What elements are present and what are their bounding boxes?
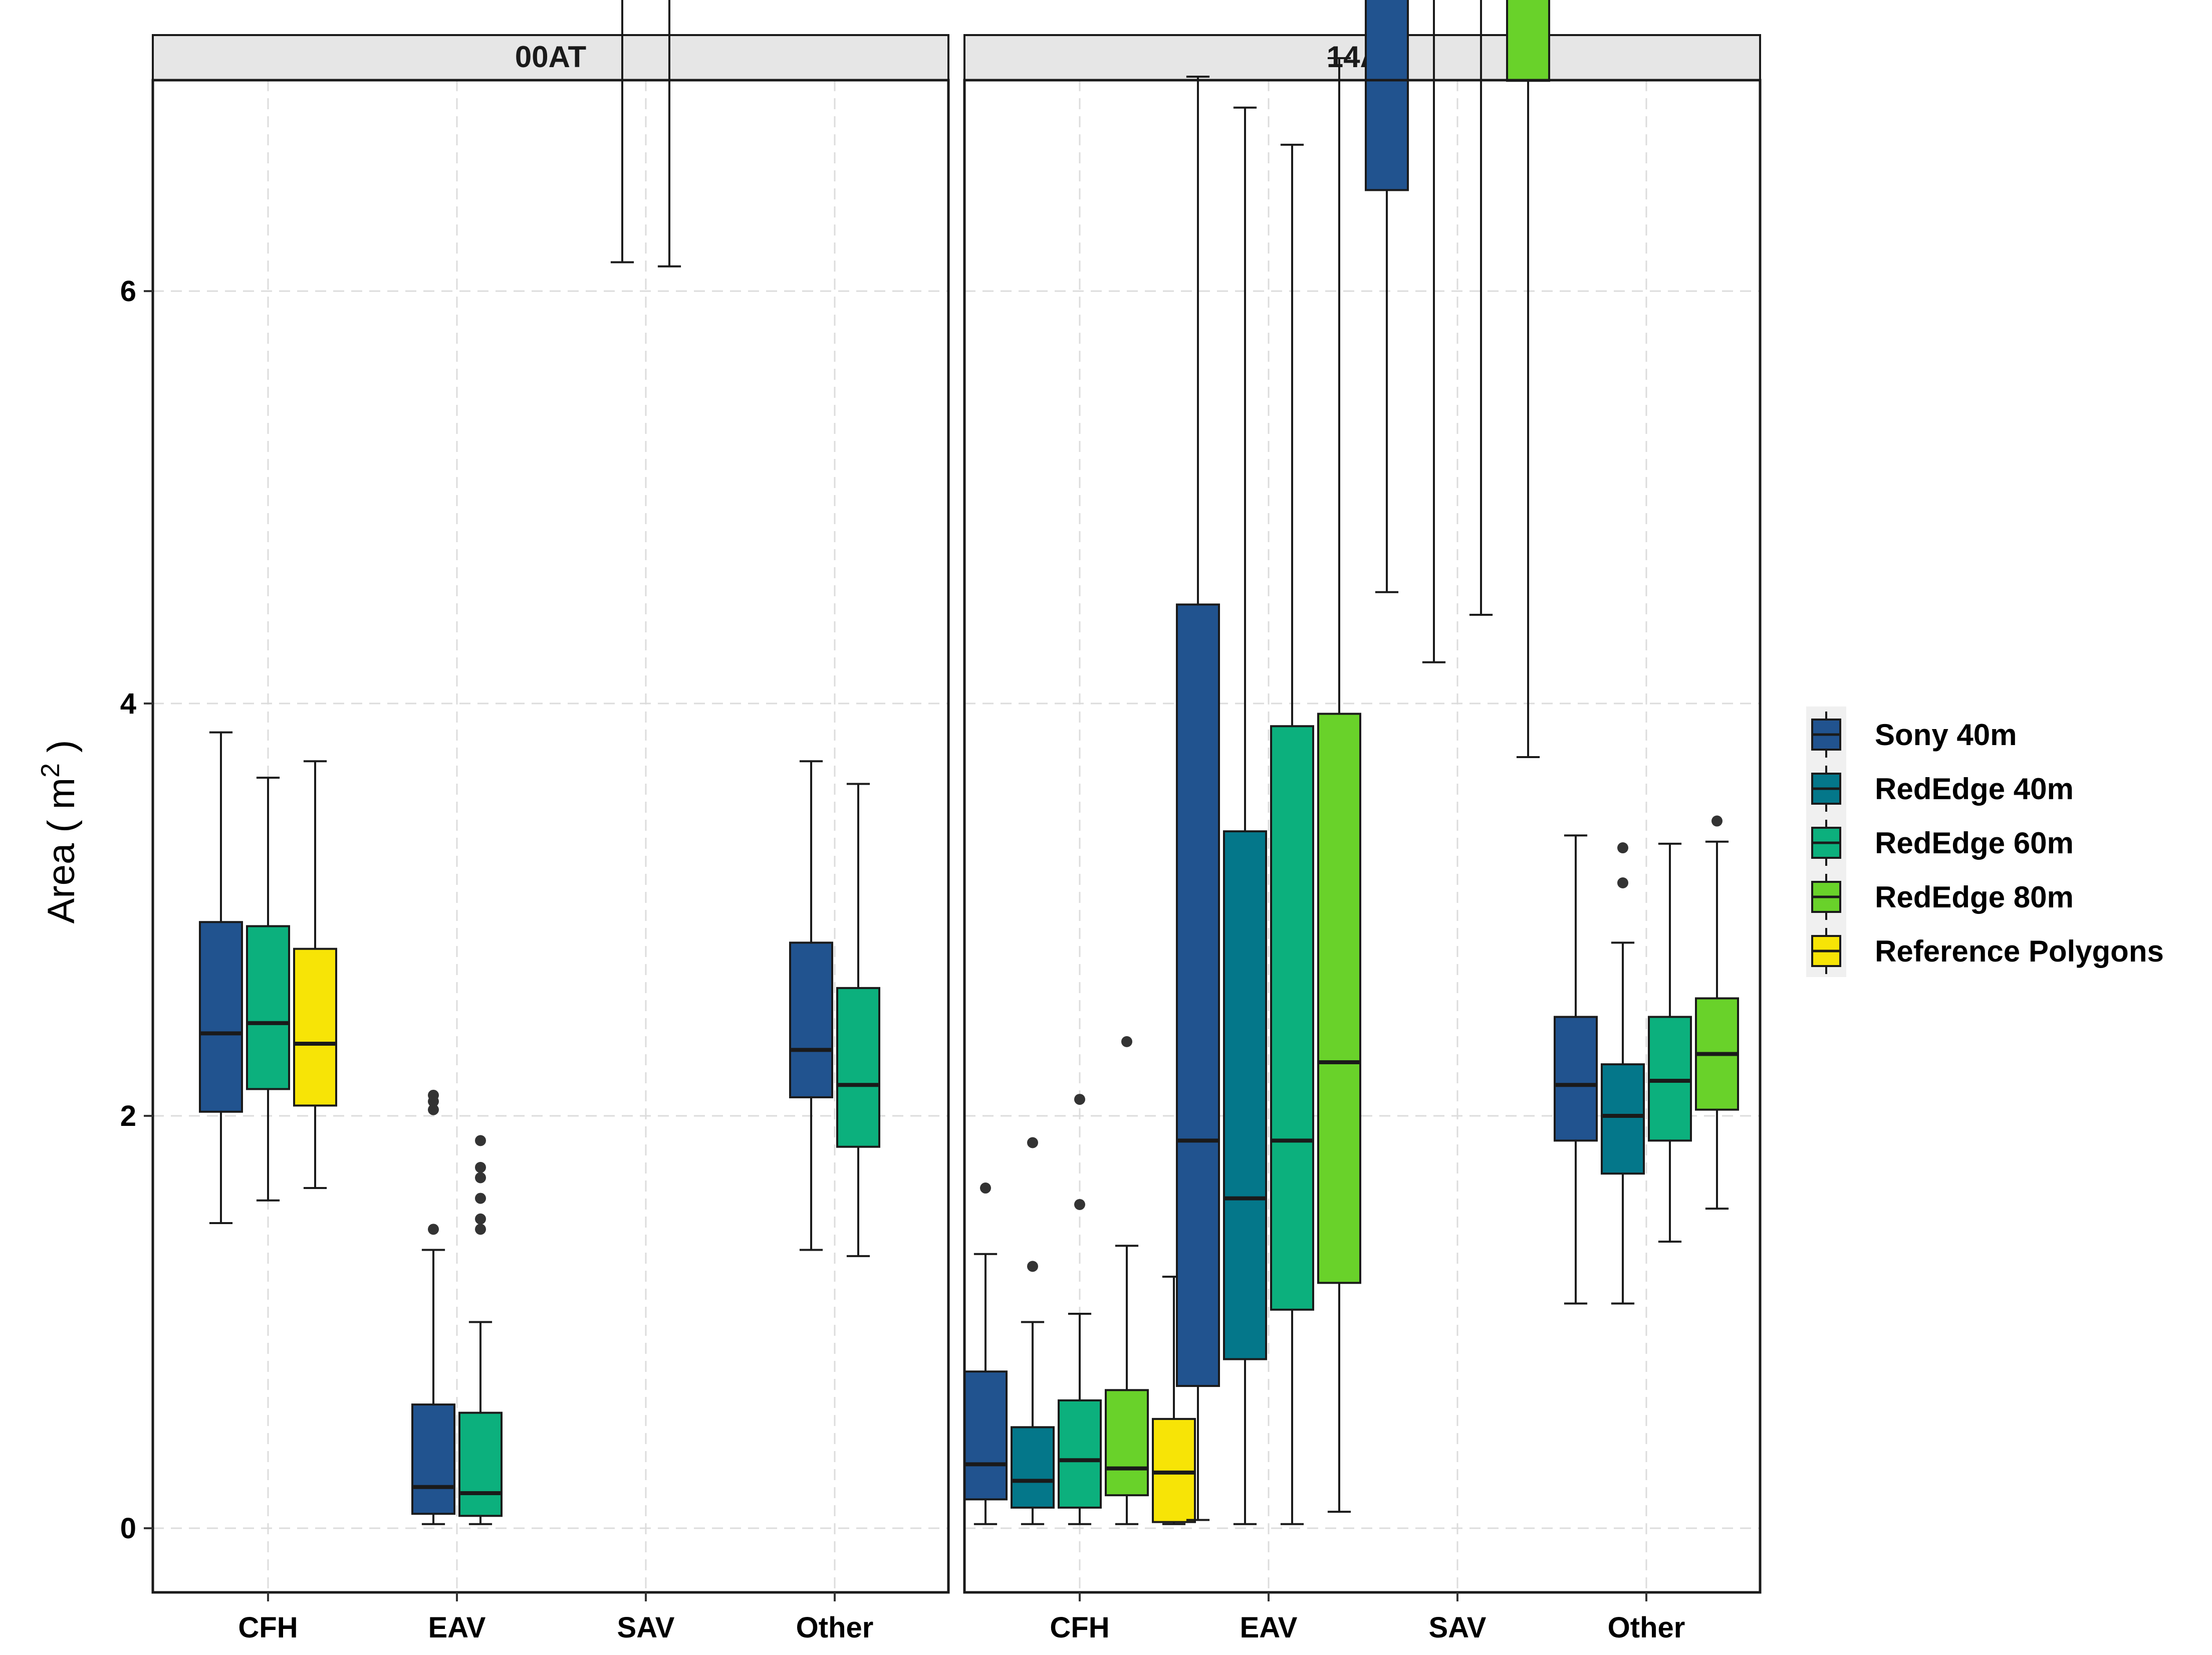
outlier-point <box>1711 815 1723 827</box>
outlier-point <box>475 1193 486 1204</box>
outlier-point <box>1121 1036 1132 1047</box>
y-tick-label: 6 <box>120 275 136 308</box>
outlier-point <box>1617 877 1628 889</box>
box <box>1270 725 1314 1311</box>
y-axis: 024681012 <box>120 275 153 1545</box>
x-tick-label: CFH <box>1050 1611 1109 1644</box>
legend-item: RedEdge 80m <box>1811 874 2074 920</box>
box <box>836 987 880 1148</box>
x-tick-label: EAV <box>428 1611 486 1644</box>
y-axis-title-close: ) <box>40 740 83 763</box>
panel-background <box>153 80 948 1592</box>
box <box>293 948 337 1107</box>
outlier-point <box>475 1135 486 1146</box>
outlier-point <box>475 1172 486 1184</box>
legend-label: Sony 40m <box>1875 718 2017 752</box>
legend-label: Reference Polygons <box>1875 934 2164 968</box>
box <box>1365 0 1409 191</box>
outlier-point <box>980 1183 991 1194</box>
panel-strip <box>152 34 949 81</box>
box-group-cfh <box>963 1036 1196 1525</box>
panel-background <box>964 80 1760 1592</box>
panel-00at: 00AT CFH EAV SAV Other <box>151 0 950 1644</box>
x-tick-label: SAV <box>1429 1611 1487 1644</box>
legend: Sony 40m RedEdge 40m RedEdge 60m RedEdge 80… <box>1806 706 2164 977</box>
y-tick-label: 0 <box>120 1512 136 1545</box>
legend-item: Reference Polygons <box>1811 928 2164 974</box>
panel-strip <box>963 34 1761 81</box>
y-axis-title-main: Area ( m <box>40 778 83 923</box>
legend-label: RedEdge 60m <box>1875 826 2074 860</box>
legend-item: RedEdge 60m <box>1811 820 2074 866</box>
x-tick-label: CFH <box>238 1611 298 1644</box>
x-tick-label: EAV <box>1240 1611 1298 1644</box>
outlier-point <box>475 1161 486 1173</box>
box <box>458 1411 503 1517</box>
box <box>1317 713 1361 1284</box>
box-group-sav <box>1365 0 1550 758</box>
box <box>1058 1399 1102 1509</box>
outlier-point <box>428 1104 439 1115</box>
x-tick-label: Other <box>796 1611 874 1644</box>
box-group-other <box>1554 815 1739 1305</box>
outlier-point <box>1027 1261 1038 1272</box>
box <box>1554 1016 1598 1142</box>
outlier-point <box>475 1224 486 1235</box>
outlier-point <box>428 1224 439 1235</box>
outlier-point <box>475 1213 486 1225</box>
x-tick-label: Other <box>1608 1611 1685 1644</box>
y-axis-title-superscript: 2 <box>36 763 65 778</box>
box <box>1223 830 1267 1360</box>
outlier-point <box>1074 1094 1085 1105</box>
box <box>1176 603 1220 1387</box>
legend-item: Sony 40m <box>1811 712 2017 758</box>
y-tick-label: 2 <box>120 1100 136 1132</box>
panel-border <box>151 79 950 1594</box>
y-axis-title: Area ( m2 ) <box>36 740 83 924</box>
legend-item: RedEdge 40m <box>1811 766 2074 812</box>
outlier-point <box>1617 842 1628 854</box>
outlier-point <box>428 1089 439 1101</box>
box <box>199 921 243 1113</box>
box-group-other <box>789 760 880 1257</box>
box <box>963 1370 1008 1501</box>
box-group-eav <box>411 1089 503 1525</box>
legend-label: RedEdge 40m <box>1875 772 2074 806</box>
legend-label: RedEdge 80m <box>1875 880 2074 914</box>
box <box>411 1403 455 1515</box>
outlier-point <box>1027 1137 1038 1148</box>
outlier-point <box>1074 1199 1085 1210</box>
box <box>1506 0 1550 82</box>
box <box>246 925 290 1090</box>
box <box>1648 1016 1692 1142</box>
box <box>1152 1417 1196 1523</box>
y-tick-label: 4 <box>120 687 136 720</box>
panel-border <box>963 79 1762 1594</box>
panel-strip-label: 00AT <box>515 40 586 74</box>
box <box>789 941 833 1098</box>
box-group-eav <box>1176 57 1361 1525</box>
x-tick-label: SAV <box>617 1611 675 1644</box>
box-group-sav <box>610 0 681 268</box>
box <box>1601 1063 1645 1175</box>
box-group-cfh <box>199 731 337 1224</box>
box <box>1105 1389 1149 1497</box>
box <box>1011 1426 1055 1509</box>
